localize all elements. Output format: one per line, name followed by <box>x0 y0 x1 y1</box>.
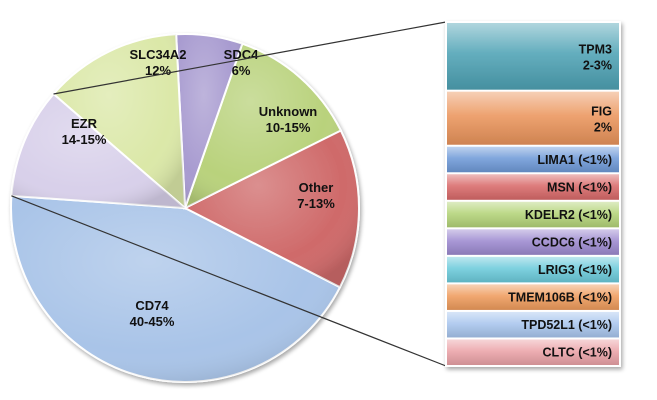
slice-label-ezr: EZR <box>71 116 98 131</box>
bar-label-kdelr2: KDELR2 (<1%) <box>525 208 612 222</box>
bar-segment-gloss-lima1 <box>447 146 619 173</box>
connector-line-top <box>53 21 447 95</box>
pie-slices <box>10 33 360 383</box>
pie-slice-shade-cd74 <box>10 195 340 383</box>
bar-segment-gloss-msn <box>447 174 619 200</box>
pie-slice-shade-sdc4 <box>176 33 243 208</box>
slice-label-unknown: Unknown <box>259 104 318 119</box>
slice-label-cd74: CD74 <box>135 298 169 313</box>
bar-segment-gloss-cltc <box>447 339 619 365</box>
bar-segment-gloss-tpm3 <box>447 23 619 90</box>
bar-label-lrig3: LRIG3 (<1%) <box>538 263 612 277</box>
bar-label-lima1: LIMA1 (<1%) <box>537 153 612 167</box>
slice-value-ezr: 14-15% <box>62 132 107 147</box>
breakdown-labels: TPM3 2-3% FIG 2% LIMA1 (<1%) MSN (<1%) KDELR2 … <box>508 42 612 359</box>
slice-value-cd74: 40-45% <box>130 314 175 329</box>
pie-labels: CD7440-45%EZR14-15%SLC34A212%SDC46%Unkno… <box>62 47 336 329</box>
bar-segment-gloss-lrig3 <box>447 256 619 283</box>
bar-label-fig: FIG <box>591 104 612 118</box>
bar-label-cltc: CLTC (<1%) <box>542 346 612 360</box>
slice-label-other: Other <box>299 180 334 195</box>
bar-label-tmem106b: TMEM106B (<1%) <box>508 291 612 305</box>
bar-segment-gloss-tpd52l1 <box>447 311 619 338</box>
pie-slice-shade-slc34a2 <box>185 43 341 209</box>
bar-segment-gloss-kdelr2 <box>447 201 619 228</box>
connector-lines <box>11 21 447 367</box>
bar-value-tpm3: 2-3% <box>583 58 612 72</box>
bar-segment-gloss-tmem106b <box>447 284 619 310</box>
bar-label-tpm3: TPM3 <box>579 42 612 56</box>
pie-slice-shade-other <box>11 94 185 208</box>
connector-line-bottom <box>11 195 447 367</box>
bar-label-msn: MSN (<1%) <box>547 181 612 195</box>
bar-label-tpd52l1: TPD52L1 (<1%) <box>521 318 612 332</box>
pie-slice-shade-unknown <box>53 34 186 208</box>
slice-label-slc34a2: SLC34A2 <box>129 47 186 62</box>
slice-value-slc34a2: 12% <box>145 63 171 78</box>
slice-value-unknown: 10-15% <box>266 120 311 135</box>
bar-value-fig: 2% <box>594 120 612 134</box>
slice-value-other: 7-13% <box>297 196 335 211</box>
slice-value-sdc4: 6% <box>232 63 251 78</box>
pie-slice-shade-ezr <box>185 130 360 288</box>
bar-label-ccdc6: CCDC6 (<1%) <box>532 236 612 250</box>
bar-segment-gloss-fig <box>447 91 619 145</box>
breakdown-bar <box>445 21 621 368</box>
bar-segment-gloss-ccdc6 <box>447 229 619 255</box>
